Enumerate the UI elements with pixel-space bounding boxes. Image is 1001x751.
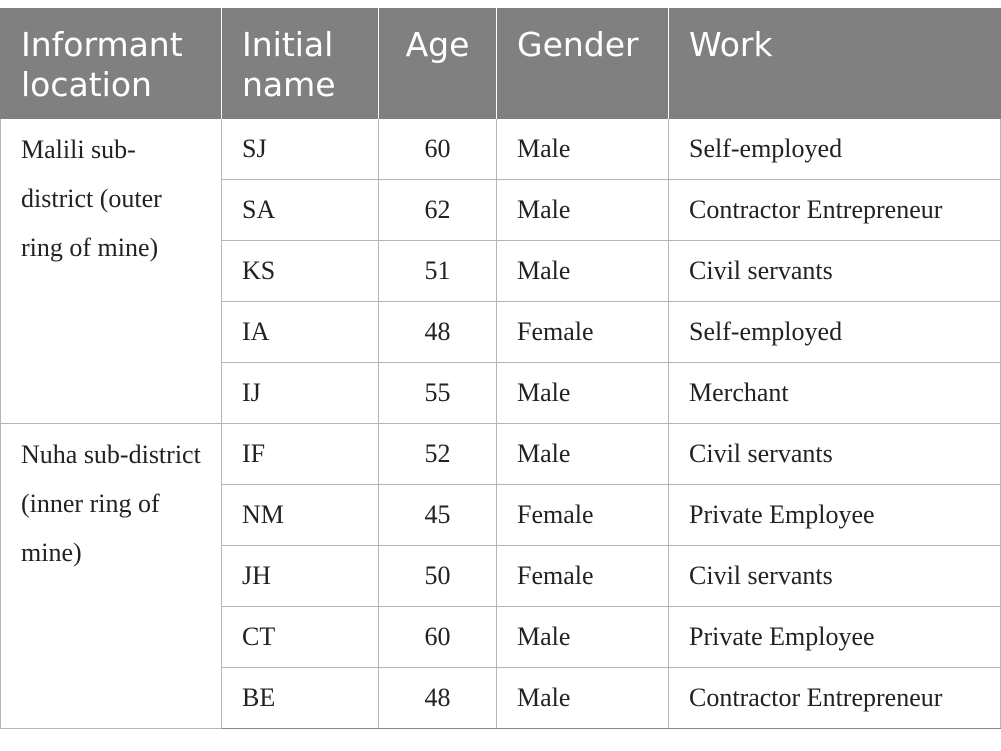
table-row: KS 51 Male Civil servants [1, 240, 1001, 302]
table-row: NM 45 Female Private Employee [1, 484, 1001, 546]
table-row: JH 50 Female Civil servants [1, 545, 1001, 607]
age-cell: 55 [378, 362, 497, 424]
initial-cell: IJ [221, 362, 379, 424]
gender-cell: Male [496, 667, 669, 729]
work-cell: Civil servants [668, 545, 1001, 607]
age-cell: 60 [378, 119, 497, 180]
header-initial-name: Initial name [221, 8, 379, 119]
work-cell: Civil servants [668, 423, 1001, 485]
age-cell: 62 [378, 179, 497, 241]
gender-cell: Male [496, 179, 669, 241]
gender-cell: Female [496, 545, 669, 607]
gender-cell: Male [496, 119, 669, 180]
work-cell: Private Employee [668, 484, 1001, 546]
header-age: Age [378, 8, 497, 119]
table-row: IJ 55 Male Merchant [1, 362, 1001, 424]
gender-cell: Male [496, 606, 669, 668]
table-row: BE 48 Male Contractor Entrepreneur [1, 667, 1001, 729]
gender-cell: Female [496, 484, 669, 546]
work-cell: Merchant [668, 362, 1001, 424]
work-cell: Contractor Entrepreneur [668, 667, 1001, 729]
table-row: IA 48 Female Self-employed [1, 301, 1001, 363]
work-cell: Contractor Entrepreneur [668, 179, 1001, 241]
gender-cell: Male [496, 423, 669, 485]
work-cell: Self-employed [668, 119, 1001, 180]
work-cell: Self-employed [668, 301, 1001, 363]
table-row: Malili sub-district (outer ring of mine)… [0, 119, 1001, 424]
header-work: Work [668, 8, 1001, 119]
informant-table: Informant location Initial name Age Gend… [0, 8, 1001, 729]
initial-cell: NM [221, 484, 379, 546]
age-cell: 60 [378, 606, 497, 668]
initial-cell: SA [221, 179, 379, 241]
gender-cell: Female [496, 301, 669, 363]
header-row: Informant location Initial name Age Gend… [0, 8, 1001, 119]
initial-cell: SJ [221, 119, 379, 180]
work-cell: Civil servants [668, 240, 1001, 302]
age-cell: 52 [378, 423, 497, 485]
initial-cell: KS [221, 240, 379, 302]
initial-cell: CT [221, 606, 379, 668]
work-cell: Private Employee [668, 606, 1001, 668]
initial-cell: IF [221, 423, 379, 485]
initial-cell: IA [221, 301, 379, 363]
header-gender: Gender [496, 8, 669, 119]
age-cell: 48 [378, 301, 497, 363]
location-cell: Malili sub-district (outer ring of mine) [0, 119, 222, 424]
age-cell: 50 [378, 545, 497, 607]
table-row: Nuha sub-district (inner ring of mine) I… [0, 423, 1001, 729]
initial-cell: BE [221, 667, 379, 729]
header-location: Informant location [0, 8, 222, 119]
age-cell: 45 [378, 484, 497, 546]
initial-cell: JH [221, 545, 379, 607]
location-cell: Nuha sub-district (inner ring of mine) [0, 423, 222, 729]
gender-cell: Male [496, 240, 669, 302]
age-cell: 51 [378, 240, 497, 302]
gender-cell: Male [496, 362, 669, 424]
age-cell: 48 [378, 667, 497, 729]
